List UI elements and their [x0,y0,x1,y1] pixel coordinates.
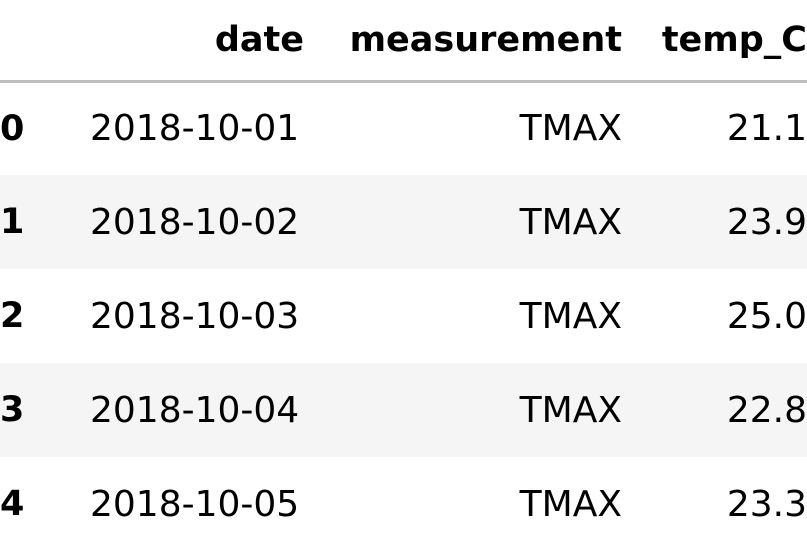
cell-measurement: TMAX [519,108,622,150]
table-row: 3 2018-10-04 TMAX 22.8 [0,363,807,457]
table-header: date measurement temp_C [0,0,807,83]
cell-temp-c: 23.3 [726,483,807,525]
cell-temp-c: 23.9 [726,201,807,243]
row-index: 4 [0,484,25,524]
cell-date: 2018-10-02 [90,201,300,243]
cell-date: 2018-10-04 [90,389,300,431]
cell-date: 2018-10-05 [90,483,300,525]
header-row: date measurement temp_C [0,0,807,83]
cell-measurement: TMAX [519,295,622,337]
cell-date: 2018-10-01 [90,108,300,150]
cell-measurement: TMAX [519,483,622,525]
table-row: 4 2018-10-05 TMAX 23.3 [0,457,807,538]
cell-temp-c: 21.1 [726,108,807,150]
table-row: 1 2018-10-02 TMAX 23.9 [0,175,807,269]
column-header-measurement: measurement [304,0,622,83]
row-index: 0 [0,108,25,149]
cell-measurement: TMAX [519,389,622,431]
cell-measurement: TMAX [519,201,622,243]
table-row: 2 2018-10-03 TMAX 25.0 [0,269,807,363]
row-index: 2 [0,296,25,336]
index-header-blank [0,0,76,83]
row-index: 3 [0,390,25,430]
table-row: 0 2018-10-01 TMAX 21.1 [0,81,807,175]
column-header-temp-c: temp_C [622,0,807,83]
cell-temp-c: 22.8 [726,389,807,431]
column-header-date: date [76,0,304,83]
row-index: 1 [0,202,25,242]
table-body: 0 2018-10-01 TMAX 21.1 1 2018-10-02 TMAX… [0,81,807,538]
cell-date: 2018-10-03 [90,295,300,337]
cell-temp-c: 25.0 [726,295,807,337]
